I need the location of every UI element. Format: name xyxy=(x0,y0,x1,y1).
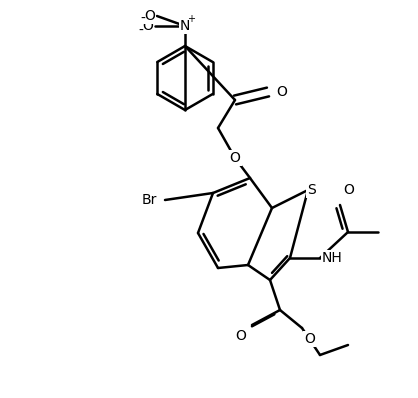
Text: O: O xyxy=(304,332,315,346)
Text: -: - xyxy=(140,12,145,26)
Text: +: + xyxy=(187,14,195,24)
Text: O: O xyxy=(142,19,153,33)
Text: O: O xyxy=(144,9,155,23)
Text: O: O xyxy=(229,151,240,165)
Text: N: N xyxy=(180,19,190,33)
Text: O: O xyxy=(276,85,287,99)
Text: O: O xyxy=(343,183,354,197)
Text: O: O xyxy=(235,329,246,343)
Text: Br: Br xyxy=(142,193,157,207)
Text: NH: NH xyxy=(322,251,343,265)
Text: S: S xyxy=(307,183,315,197)
Text: -: - xyxy=(138,24,143,38)
